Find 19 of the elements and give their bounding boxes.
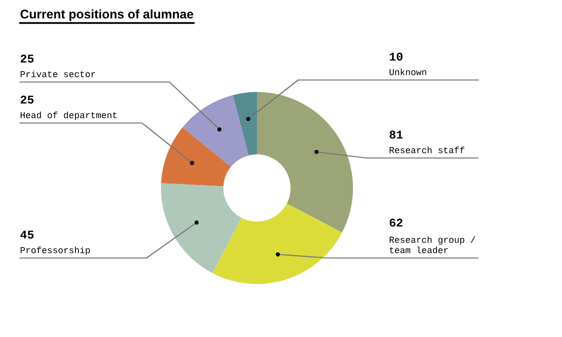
data-label: 25 [20,54,34,63]
donut-slice [212,204,342,284]
chart-title: Current positions of alumnae [20,9,194,21]
data-label: 10 [390,52,402,61]
slice-label: Research group / team leader [390,236,476,254]
slice-label: Head of department [20,112,117,120]
data-label: 45 [20,230,34,239]
donut-slice [257,92,353,232]
data-label: 62 [390,218,402,227]
data-label: 25 [20,96,34,104]
data-label: 81 [390,130,403,139]
donut-slice [182,95,249,167]
slice-label: Research staff [390,146,464,154]
donut-slice [232,92,257,156]
donut-slice [161,183,242,274]
slice-label: Professorship [20,246,90,255]
donut-slice [161,127,231,186]
slice-label: Unknown [390,68,426,76]
slice-label: Private sector [20,70,96,78]
